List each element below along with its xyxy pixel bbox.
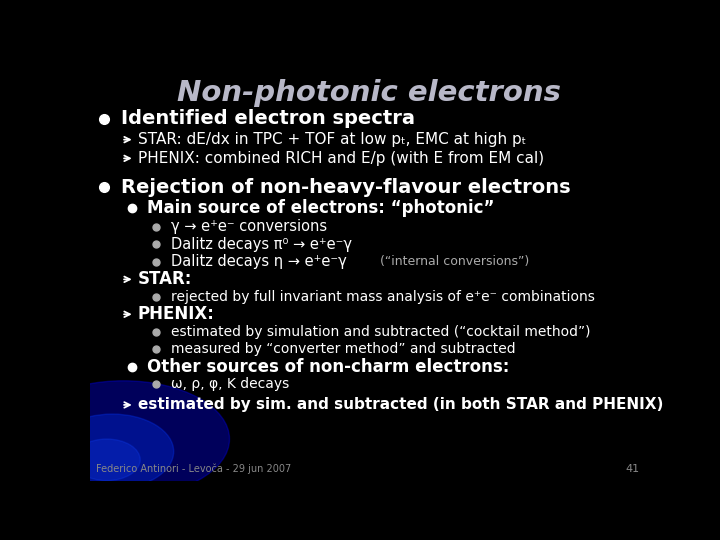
Text: Identified electron spectra: Identified electron spectra [121, 110, 415, 129]
Text: measured by “converter method” and subtracted: measured by “converter method” and subtr… [171, 342, 516, 356]
Text: Dalitz decays η → e⁺e⁻γ: Dalitz decays η → e⁺e⁻γ [171, 254, 346, 269]
Text: Other sources of non-charm electrons:: Other sources of non-charm electrons: [148, 357, 510, 376]
Text: rejected by full invariant mass analysis of e⁺e⁻ combinations: rejected by full invariant mass analysis… [171, 290, 595, 304]
Text: Non-photonic electrons: Non-photonic electrons [177, 79, 561, 107]
Text: estimated by sim. and subtracted (in both STAR and PHENIX): estimated by sim. and subtracted (in bot… [138, 397, 663, 413]
Text: (“internal conversions”): (“internal conversions”) [380, 255, 529, 268]
Text: Rejection of non-heavy-flavour electrons: Rejection of non-heavy-flavour electrons [121, 178, 570, 197]
Text: PHENIX: combined RICH and E/p (with E from EM cal): PHENIX: combined RICH and E/p (with E fr… [138, 151, 544, 166]
Text: Main source of electrons: “photonic”: Main source of electrons: “photonic” [148, 199, 495, 217]
Text: estimated by simulation and subtracted (“cocktail method”): estimated by simulation and subtracted (… [171, 325, 590, 339]
Ellipse shape [51, 414, 174, 489]
Text: Federico Antinori - Levoča - 29 jun 2007: Federico Antinori - Levoča - 29 jun 2007 [96, 464, 291, 474]
Text: STAR: dE/dx in TPC + TOF at low pₜ, EMC at high pₜ: STAR: dE/dx in TPC + TOF at low pₜ, EMC … [138, 132, 526, 147]
Text: ω, ρ, φ, K decays: ω, ρ, φ, K decays [171, 377, 289, 391]
Text: PHENIX:: PHENIX: [138, 305, 215, 323]
Text: γ → e⁺e⁻ conversions: γ → e⁺e⁻ conversions [171, 219, 327, 234]
Ellipse shape [17, 381, 230, 497]
Text: STAR:: STAR: [138, 271, 192, 288]
Text: 41: 41 [626, 464, 639, 474]
Text: Dalitz decays π⁰ → e⁺e⁻γ: Dalitz decays π⁰ → e⁺e⁻γ [171, 237, 352, 252]
Ellipse shape [73, 439, 140, 481]
